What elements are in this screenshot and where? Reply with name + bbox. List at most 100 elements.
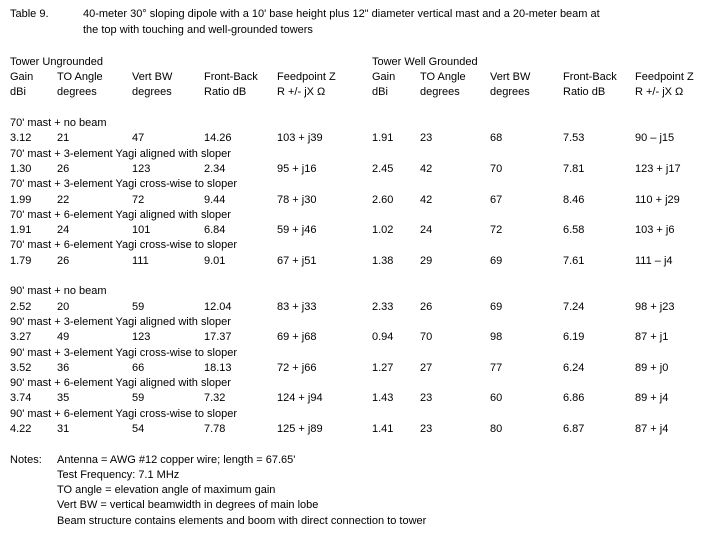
cell-grounded-feedpoint_z: 89 + j0 — [635, 362, 669, 374]
section-label: 90' mast + 3-element Yagi aligned with s… — [10, 316, 231, 328]
cell-grounded-to_angle: 23 — [420, 392, 433, 404]
cell-grounded-fb_ratio: 7.53 — [563, 132, 585, 144]
col-subheader-gain-ungrounded: dBi — [10, 86, 26, 98]
cell-grounded-fb_ratio: 6.86 — [563, 392, 585, 404]
cell-ungrounded-gain: 3.52 — [10, 362, 32, 374]
cell-ungrounded-vert_bw: 111 — [132, 255, 149, 267]
cell-grounded-vert_bw: 98 — [490, 331, 503, 343]
cell-grounded-gain: 0.94 — [372, 331, 394, 343]
section-label: 90' mast + 6-element Yagi aligned with s… — [10, 377, 231, 389]
cell-grounded-gain: 1.27 — [372, 362, 394, 374]
col-subheader-vert-bw-ungrounded: degrees — [132, 86, 172, 98]
section-label: 70' mast + 6-element Yagi aligned with s… — [10, 209, 231, 221]
cell-ungrounded-gain: 1.79 — [10, 255, 32, 267]
cell-grounded-gain: 2.33 — [372, 301, 394, 313]
cell-ungrounded-feedpoint_z: 72 + j66 — [277, 362, 317, 374]
section-label: 70' mast + no beam — [10, 117, 107, 129]
cell-ungrounded-vert_bw: 123 — [132, 163, 151, 175]
notes-label: Notes: — [10, 454, 42, 466]
cell-grounded-gain: 1.91 — [372, 132, 394, 144]
group-title-tower-ungrounded: Tower Ungrounded — [10, 56, 103, 68]
cell-ungrounded-to_angle: 24 — [57, 224, 70, 236]
group-title-tower-well-grounded: Tower Well Grounded — [372, 56, 478, 68]
cell-grounded-feedpoint_z: 123 + j17 — [635, 163, 681, 175]
cell-grounded-vert_bw: 70 — [490, 163, 503, 175]
col-subheader-feedpoint-ungrounded: R +/- jX Ω — [277, 86, 326, 98]
col-header-to-angle-ungrounded: TO Angle — [57, 71, 103, 83]
cell-grounded-fb_ratio: 7.81 — [563, 163, 585, 175]
cell-grounded-gain: 1.02 — [372, 224, 394, 236]
cell-grounded-feedpoint_z: 110 + j29 — [635, 194, 680, 206]
cell-ungrounded-feedpoint_z: 69 + j68 — [277, 331, 317, 343]
cell-ungrounded-to_angle: 21 — [57, 132, 70, 144]
note-line-5: Beam structure contains elements and boo… — [57, 515, 427, 527]
cell-grounded-gain: 1.38 — [372, 255, 394, 267]
cell-grounded-fb_ratio: 6.58 — [563, 224, 585, 236]
cell-grounded-vert_bw: 68 — [490, 132, 503, 144]
cell-ungrounded-fb_ratio: 17.37 — [204, 331, 232, 343]
cell-grounded-gain: 2.45 — [372, 163, 394, 175]
cell-ungrounded-vert_bw: 59 — [132, 392, 145, 404]
cell-ungrounded-feedpoint_z: 95 + j16 — [277, 163, 317, 175]
cell-grounded-to_angle: 29 — [420, 255, 433, 267]
cell-grounded-gain: 1.41 — [372, 423, 394, 435]
cell-grounded-to_angle: 23 — [420, 423, 433, 435]
cell-grounded-fb_ratio: 7.24 — [563, 301, 585, 313]
cell-grounded-fb_ratio: 8.46 — [563, 194, 585, 206]
note-line-2: Test Frequency: 7.1 MHz — [57, 469, 180, 481]
cell-grounded-vert_bw: 69 — [490, 301, 503, 313]
cell-ungrounded-feedpoint_z: 67 + j51 — [277, 255, 317, 267]
section-label: 90' mast + 3-element Yagi cross-wise to … — [10, 347, 237, 359]
section-label: 70' mast + 6-element Yagi cross-wise to … — [10, 239, 237, 251]
col-subheader-to-angle-ungrounded: degrees — [57, 86, 97, 98]
cell-grounded-fb_ratio: 6.24 — [563, 362, 585, 374]
cell-ungrounded-feedpoint_z: 78 + j30 — [277, 194, 317, 206]
cell-ungrounded-gain: 3.12 — [10, 132, 32, 144]
col-subheader-front-back-grounded: Ratio dB — [563, 86, 606, 98]
cell-grounded-vert_bw: 77 — [490, 362, 503, 374]
cell-grounded-to_angle: 24 — [420, 224, 433, 236]
col-header-gain-grounded: Gain — [372, 71, 396, 83]
cell-grounded-fb_ratio: 6.19 — [563, 331, 585, 343]
cell-ungrounded-vert_bw: 66 — [132, 362, 145, 374]
cell-grounded-feedpoint_z: 87 + j1 — [635, 331, 669, 343]
cell-grounded-feedpoint_z: 90 – j15 — [635, 132, 675, 144]
cell-grounded-vert_bw: 72 — [490, 224, 503, 236]
cell-grounded-vert_bw: 60 — [490, 392, 503, 404]
col-header-vert-bw-grounded: Vert BW — [490, 71, 531, 83]
cell-ungrounded-gain: 3.27 — [10, 331, 32, 343]
table-caption-line-2: the top with touching and well-grounded … — [83, 24, 313, 36]
cell-grounded-feedpoint_z: 89 + j4 — [635, 392, 669, 404]
cell-grounded-gain: 2.60 — [372, 194, 394, 206]
cell-ungrounded-vert_bw: 54 — [132, 423, 145, 435]
cell-ungrounded-to_angle: 20 — [57, 301, 70, 313]
cell-ungrounded-fb_ratio: 9.44 — [204, 194, 226, 206]
cell-ungrounded-gain: 1.99 — [10, 194, 32, 206]
cell-ungrounded-fb_ratio: 2.34 — [204, 163, 226, 175]
cell-grounded-to_angle: 42 — [420, 194, 433, 206]
cell-ungrounded-feedpoint_z: 125 + j89 — [277, 423, 323, 435]
col-header-front-back-grounded: Front-Back — [563, 71, 617, 83]
cell-ungrounded-fb_ratio: 7.32 — [204, 392, 226, 404]
cell-ungrounded-vert_bw: 47 — [132, 132, 145, 144]
cell-grounded-vert_bw: 69 — [490, 255, 503, 267]
cell-ungrounded-feedpoint_z: 59 + j46 — [277, 224, 317, 236]
section-label: 90' mast + 6-element Yagi cross-wise to … — [10, 408, 237, 420]
cell-grounded-feedpoint_z: 98 + j23 — [635, 301, 675, 313]
cell-ungrounded-gain: 2.52 — [10, 301, 32, 313]
section-label: 90' mast + no beam — [10, 285, 107, 297]
cell-ungrounded-fb_ratio: 7.78 — [204, 423, 226, 435]
cell-grounded-gain: 1.43 — [372, 392, 394, 404]
cell-grounded-to_angle: 27 — [420, 362, 433, 374]
note-line-4: Vert BW = vertical beamwidth in degrees … — [57, 499, 319, 511]
col-header-to-angle-grounded: TO Angle — [420, 71, 466, 83]
cell-ungrounded-to_angle: 31 — [57, 423, 70, 435]
cell-ungrounded-feedpoint_z: 83 + j33 — [277, 301, 317, 313]
cell-grounded-fb_ratio: 6.87 — [563, 423, 585, 435]
cell-ungrounded-to_angle: 36 — [57, 362, 70, 374]
section-label: 70' mast + 3-element Yagi aligned with s… — [10, 148, 231, 160]
cell-grounded-feedpoint_z: 103 + j6 — [635, 224, 675, 236]
col-subheader-feedpoint-grounded: R +/- jX Ω — [635, 86, 684, 98]
cell-grounded-vert_bw: 80 — [490, 423, 503, 435]
cell-ungrounded-vert_bw: 59 — [132, 301, 145, 313]
